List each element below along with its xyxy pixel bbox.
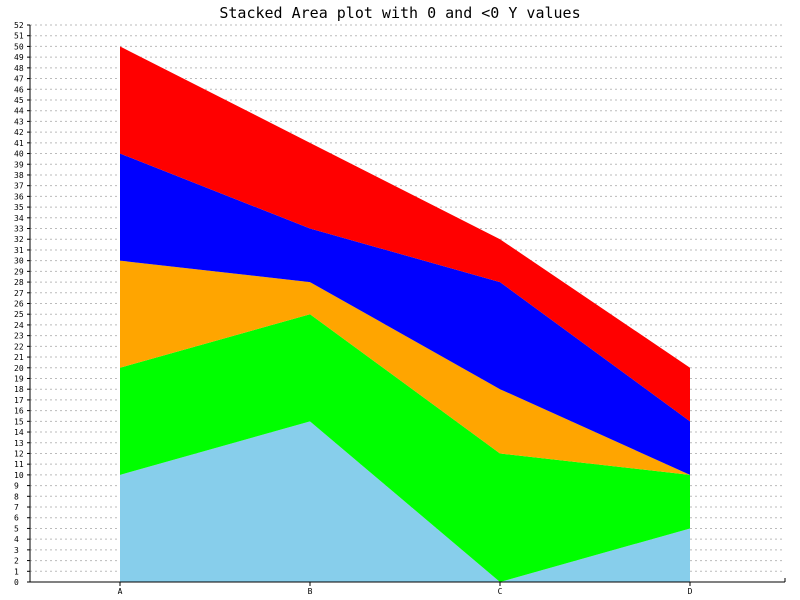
y-tick-label: 11 <box>14 460 24 469</box>
series-area-5 <box>120 46 690 422</box>
y-tick-label: 25 <box>14 310 24 319</box>
y-tick-label: 22 <box>14 342 24 351</box>
y-tick-label: 18 <box>14 385 24 394</box>
y-tick-label: 24 <box>14 321 24 330</box>
y-tick-label: 45 <box>14 96 24 105</box>
y-tick-label: 31 <box>14 246 24 255</box>
y-tick-label: 15 <box>14 417 24 426</box>
series-area-2 <box>120 314 690 582</box>
y-tick-label: 28 <box>14 278 24 287</box>
y-tick-label: 49 <box>14 53 24 62</box>
y-tick-label: 1 <box>14 567 19 576</box>
y-tick-label: 35 <box>14 203 24 212</box>
chart-title: Stacked Area plot with 0 and <0 Y values <box>219 4 580 22</box>
y-tick-label: 12 <box>14 449 24 458</box>
y-tick-label: 27 <box>14 289 24 298</box>
y-tick-label: 52 <box>14 21 24 30</box>
series-area-4 <box>120 153 690 475</box>
x-tick-label: B <box>308 587 313 596</box>
x-tick-label: A <box>118 587 123 596</box>
y-tick-label: 21 <box>14 353 24 362</box>
axis-layer: 0123456789101112131415161718192021222324… <box>14 21 786 596</box>
y-tick-label: 16 <box>14 407 24 416</box>
series-area-1 <box>120 421 690 582</box>
y-tick-label: 43 <box>14 117 24 126</box>
y-tick-label: 20 <box>14 364 24 373</box>
x-tick-label: C <box>498 587 503 596</box>
y-tick-label: 8 <box>14 492 19 501</box>
y-tick-label: 17 <box>14 396 24 405</box>
y-tick-label: 26 <box>14 300 24 309</box>
y-tick-label: 23 <box>14 332 24 341</box>
y-tick-label: 13 <box>14 439 24 448</box>
y-tick-label: 47 <box>14 75 24 84</box>
y-tick-label: 6 <box>14 514 19 523</box>
y-tick-label: 32 <box>14 235 24 244</box>
y-tick-label: 4 <box>14 535 19 544</box>
y-tick-label: 5 <box>14 524 19 533</box>
series-area-3 <box>120 260 690 475</box>
y-tick-label: 0 <box>14 578 19 587</box>
y-tick-label: 7 <box>14 503 19 512</box>
y-tick-label: 40 <box>14 150 24 159</box>
y-tick-label: 41 <box>14 139 24 148</box>
y-tick-label: 9 <box>14 482 19 491</box>
y-tick-label: 39 <box>14 160 24 169</box>
y-tick-label: 50 <box>14 42 24 51</box>
y-tick-label: 46 <box>14 85 24 94</box>
x-tick-label: D <box>688 587 693 596</box>
y-tick-label: 36 <box>14 192 24 201</box>
y-tick-label: 48 <box>14 64 24 73</box>
y-tick-label: 34 <box>14 214 24 223</box>
y-tick-label: 10 <box>14 471 24 480</box>
y-tick-label: 2 <box>14 557 19 566</box>
y-tick-label: 37 <box>14 182 24 191</box>
y-tick-label: 42 <box>14 128 24 137</box>
y-tick-label: 30 <box>14 257 24 266</box>
y-tick-label: 33 <box>14 225 24 234</box>
area-layer <box>120 46 690 582</box>
y-tick-label: 51 <box>14 32 24 41</box>
y-tick-label: 14 <box>14 428 24 437</box>
y-tick-label: 29 <box>14 267 24 276</box>
y-tick-label: 3 <box>14 546 19 555</box>
y-tick-label: 44 <box>14 107 24 116</box>
y-tick-label: 19 <box>14 374 24 383</box>
y-tick-label: 38 <box>14 171 24 180</box>
